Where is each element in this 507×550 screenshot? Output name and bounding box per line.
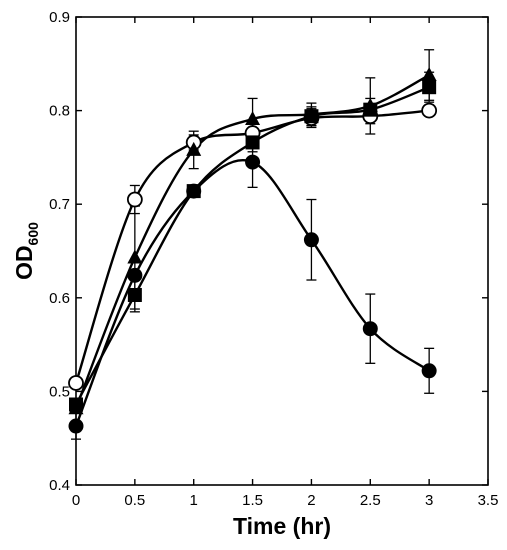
x-tick-label: 3: [425, 492, 433, 509]
svg-text:OD600: OD600: [11, 222, 41, 280]
y-tick-label: 0.7: [49, 196, 70, 213]
data-point-filled-square: [69, 397, 83, 412]
data-point-filled-square: [245, 135, 260, 150]
data-point-filled-square: [422, 80, 437, 95]
x-tick-label: 2.5: [360, 492, 381, 509]
data-point-filled-circle: [245, 154, 261, 170]
x-tick-label: 1: [190, 492, 198, 509]
plot-frame: [75, 16, 489, 486]
data-point-filled-triangle: [245, 111, 261, 126]
data-point-filled-circle: [421, 363, 437, 379]
data-point-filled-triangle: [421, 67, 437, 82]
error-bars: [71, 49, 435, 440]
x-tick-label: 0.5: [124, 492, 145, 509]
data-point-filled-triangle: [127, 249, 143, 264]
y-axis-title: OD600: [11, 222, 41, 280]
x-tick-label: 1.5: [242, 492, 263, 509]
data-point-open-circle: [126, 191, 143, 208]
data-markers: [68, 67, 438, 434]
x-tick-label: 3.5: [478, 492, 499, 509]
tick-marks: [75, 16, 489, 486]
data-point-filled-circle: [186, 183, 202, 199]
data-point-filled-triangle: [186, 141, 202, 156]
y-tick-label: 0.9: [49, 9, 70, 26]
y-axis-title-main: OD: [11, 245, 37, 280]
data-point-filled-circle: [127, 267, 143, 283]
y-tick-label: 0.4: [49, 477, 70, 494]
x-axis-title: Time (hr): [233, 513, 331, 539]
data-point-open-circle: [68, 375, 84, 391]
data-point-filled-square: [304, 109, 319, 124]
data-point-filled-circle: [68, 418, 84, 434]
y-tick-label: 0.5: [49, 383, 70, 400]
data-point-filled-circle: [362, 321, 378, 337]
data-point-filled-circle: [303, 232, 319, 248]
data-point-open-circle: [421, 102, 438, 119]
x-tick-label: 0: [72, 492, 80, 509]
y-axis-title-subscript: 600: [25, 222, 41, 246]
y-tick-label: 0.8: [49, 103, 70, 120]
data-point-filled-square: [127, 287, 142, 302]
y-tick-label: 0.6: [49, 290, 70, 307]
data-point-filled-square: [363, 102, 378, 117]
x-tick-labels: 0 0.5 1 1.5 2 2.5 3 3.5: [72, 492, 499, 509]
x-tick-label: 2: [307, 492, 315, 509]
y-tick-labels: 0.4 0.5 0.6 0.7 0.8 0.9: [49, 9, 70, 494]
